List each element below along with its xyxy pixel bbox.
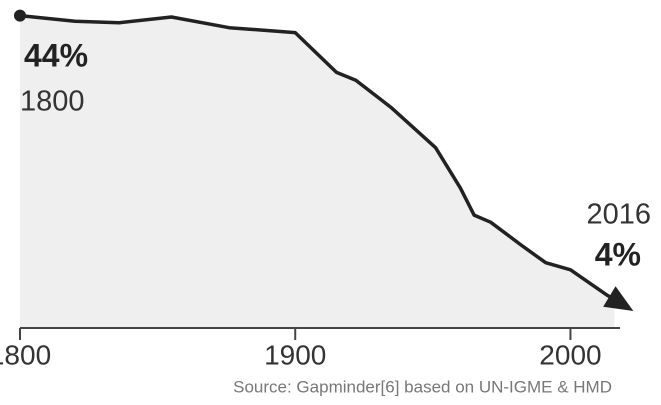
source: Source: Gapminder[6] based on UN-IGME & … xyxy=(233,377,612,396)
line xyxy=(19,13,616,302)
end-year-label: 2016 xyxy=(586,199,651,231)
x-tick-label: 2000 xyxy=(539,339,601,370)
start-year-label: 1800 xyxy=(20,86,85,118)
arrow-head xyxy=(603,286,634,311)
start-value-label: 44% xyxy=(24,37,88,73)
end-value-label: 4% xyxy=(595,236,641,272)
area xyxy=(20,15,615,328)
x-tick-label: 1900 xyxy=(264,339,326,370)
start-dot xyxy=(14,9,26,22)
x-tick-label: 1800 xyxy=(0,339,51,370)
